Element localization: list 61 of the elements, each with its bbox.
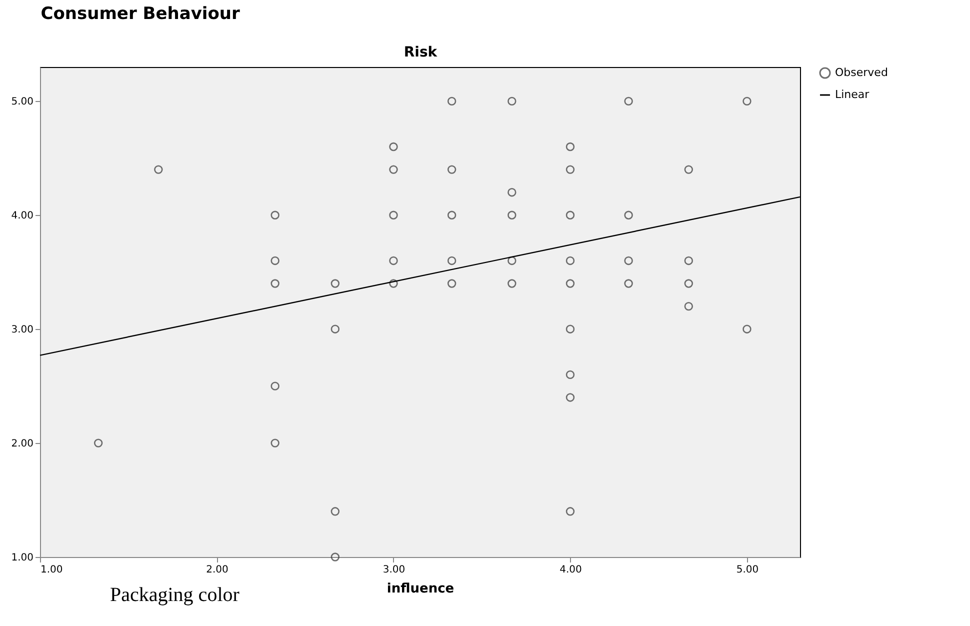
point xyxy=(270,382,280,390)
point xyxy=(330,507,340,516)
point xyxy=(389,165,398,174)
x-tick-label: 3.00 xyxy=(382,564,406,576)
legend-label: Observed xyxy=(835,66,888,79)
x-tick-label: 5.00 xyxy=(736,564,759,576)
point xyxy=(566,256,575,266)
point xyxy=(508,279,516,288)
x-tick-label: 2.00 xyxy=(206,564,228,576)
point xyxy=(270,279,280,288)
text: Packaging color xyxy=(110,584,240,606)
point xyxy=(508,210,516,220)
point xyxy=(566,324,575,334)
point xyxy=(270,438,280,448)
point xyxy=(389,256,398,266)
point xyxy=(742,96,752,106)
legend-label: Linear xyxy=(835,88,870,101)
point xyxy=(566,279,575,288)
point xyxy=(624,279,633,288)
point xyxy=(684,279,694,288)
point xyxy=(508,188,516,197)
x-axis-title: influence xyxy=(386,582,454,596)
point xyxy=(330,552,340,562)
point xyxy=(508,96,516,106)
point xyxy=(566,393,575,402)
point xyxy=(94,438,103,448)
point xyxy=(270,256,280,266)
point xyxy=(447,279,456,288)
y-tick-label: 5.00 xyxy=(11,96,34,108)
y-axis-title: Risk xyxy=(404,44,438,60)
x-tick-label: 4.00 xyxy=(560,564,582,576)
point xyxy=(330,324,340,334)
point xyxy=(624,210,633,220)
point xyxy=(566,142,575,152)
point xyxy=(742,324,752,334)
point xyxy=(566,370,575,380)
point xyxy=(447,165,456,174)
chart-title: Consumer Behaviour xyxy=(40,4,241,24)
point xyxy=(508,256,516,266)
point xyxy=(684,302,694,311)
point xyxy=(447,210,456,220)
point xyxy=(389,210,398,220)
point xyxy=(624,96,633,106)
point xyxy=(270,210,280,220)
point xyxy=(566,165,575,174)
point xyxy=(566,507,575,516)
point xyxy=(154,165,163,174)
point xyxy=(447,256,456,266)
y-tick-label: 3.00 xyxy=(11,324,34,336)
point xyxy=(330,279,340,288)
y-tick-label: 2.00 xyxy=(11,438,34,450)
point xyxy=(624,256,633,266)
point xyxy=(684,256,694,266)
y-tick-label: 1.00 xyxy=(11,552,34,564)
point xyxy=(447,96,456,106)
point xyxy=(566,210,575,220)
point xyxy=(389,279,398,288)
point xyxy=(389,142,398,152)
y-tick-label: 4.00 xyxy=(11,210,34,222)
x-tick-label: 1.00 xyxy=(40,564,63,576)
point xyxy=(684,165,694,174)
